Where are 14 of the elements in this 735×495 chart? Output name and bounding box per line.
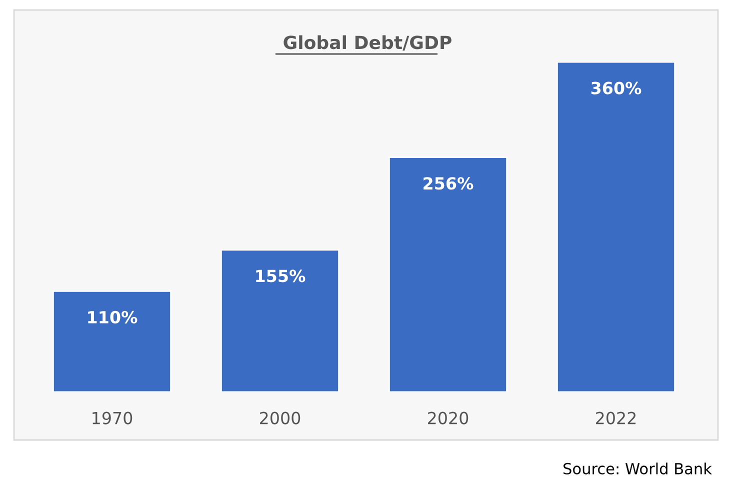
chart-title: Global Debt/GDP bbox=[284, 35, 452, 51]
data-label: 360% bbox=[591, 82, 642, 94]
source-note: Source: World Bank bbox=[564, 462, 712, 474]
bar bbox=[388, 156, 508, 392]
x-tick-label: 2022 bbox=[596, 412, 636, 424]
bar bbox=[220, 249, 340, 392]
bar bbox=[52, 290, 172, 392]
x-tick-label: 2000 bbox=[260, 412, 300, 424]
data-label: 256% bbox=[424, 177, 474, 190]
bar bbox=[556, 62, 676, 392]
x-tick-label: 1970 bbox=[92, 412, 132, 424]
data-label: 110% bbox=[88, 310, 138, 324]
x-tick-label: 2020 bbox=[428, 412, 468, 424]
data-label: 155% bbox=[256, 270, 306, 282]
